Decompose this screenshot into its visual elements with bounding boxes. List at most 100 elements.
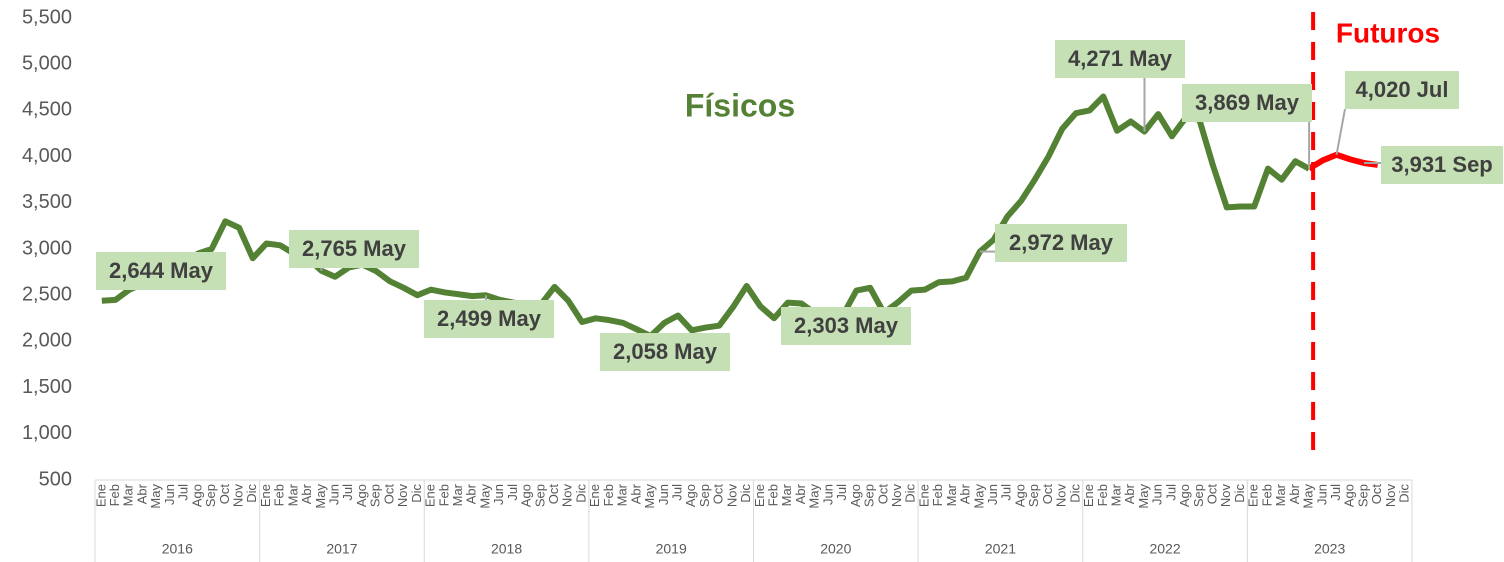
x-tick-label: Feb xyxy=(272,484,287,506)
x-tick-label: Abr xyxy=(464,483,479,504)
x-tick-label: Dic xyxy=(573,484,588,503)
x-tick-label: Jul xyxy=(1163,484,1178,501)
x-tick-label: Feb xyxy=(930,484,945,506)
annotation-box xyxy=(600,333,730,371)
x-tick-label: Mar xyxy=(450,483,465,506)
x-tick-label: Jun xyxy=(162,484,177,505)
x-tick-label: Dic xyxy=(903,484,918,503)
x-tick-label: Jul xyxy=(340,484,355,501)
annotation: 4,271 May xyxy=(1068,46,1173,71)
annotation-box xyxy=(1055,40,1185,78)
x-tick-label: Jun xyxy=(491,484,506,505)
annotation: 2,058 May xyxy=(613,339,718,364)
y-tick-label: 5,000 xyxy=(22,52,72,74)
x-tick-label: Mar xyxy=(121,483,136,506)
year-label: 2022 xyxy=(1149,541,1180,557)
x-tick-label: Sep xyxy=(1355,484,1370,507)
annotation-box xyxy=(424,300,554,338)
x-tick-label: Dic xyxy=(409,484,424,503)
year-label: 2020 xyxy=(820,541,851,557)
annotation: 2,765 May xyxy=(302,236,407,261)
x-tick-label: Ene xyxy=(752,484,767,507)
annotation-box xyxy=(1381,146,1503,184)
year-label: 2023 xyxy=(1314,541,1345,557)
annotation-box xyxy=(781,307,911,345)
x-tick-label: Ago xyxy=(354,484,369,507)
x-tick-label: Abr xyxy=(793,483,808,504)
annotation-box xyxy=(1345,71,1459,109)
x-tick-label: Jun xyxy=(1314,484,1329,505)
x-tick-label: Jun xyxy=(985,484,1000,505)
x-tick-label: Ago xyxy=(1012,484,1027,507)
series-label: Físicos xyxy=(685,87,795,123)
x-tick-label: Abr xyxy=(134,483,149,504)
x-tick-label: Nov xyxy=(560,484,575,508)
x-tick-label: May xyxy=(807,484,822,509)
x-tick-label: Feb xyxy=(1095,484,1110,506)
x-tick-label: Jul xyxy=(1328,484,1343,501)
x-tick-label: Jun xyxy=(327,484,342,505)
x-tick-label: Nov xyxy=(230,484,245,508)
x-tick-label: Sep xyxy=(1191,484,1206,507)
annotation-box xyxy=(96,252,226,290)
year-label: 2021 xyxy=(985,541,1016,557)
x-tick-label: Nov xyxy=(1383,484,1398,508)
x-tick-label: Nov xyxy=(395,484,410,508)
x-tick-label: Jul xyxy=(505,484,520,501)
line-series xyxy=(1307,151,1379,172)
x-tick-label: Oct xyxy=(1205,484,1220,505)
y-tick-label: 500 xyxy=(39,468,72,490)
x-tick-label: May xyxy=(1136,484,1151,509)
annotation: 3,869 May xyxy=(1195,90,1300,115)
x-tick-label: Ene xyxy=(1081,484,1096,507)
x-tick-label: Jun xyxy=(656,484,671,505)
x-tick-label: Ene xyxy=(1246,484,1261,507)
y-tick-label: 4,000 xyxy=(22,145,72,167)
x-tick-label: Jun xyxy=(1150,484,1165,505)
x-tick-label: Dic xyxy=(244,484,259,503)
leader-line xyxy=(1335,108,1346,155)
x-tick-label: Oct xyxy=(1369,484,1384,505)
y-tick-label: 3,000 xyxy=(22,237,72,259)
y-tick-label: 4,500 xyxy=(22,99,72,121)
x-tick-label: Ene xyxy=(423,484,438,507)
x-tick-label: Nov xyxy=(1218,484,1233,508)
year-label: 2016 xyxy=(162,541,193,557)
x-tick-label: Feb xyxy=(436,484,451,506)
x-tick-label: Nov xyxy=(724,484,739,508)
x-tick-label: May xyxy=(148,484,163,509)
x-tick-label: Dic xyxy=(738,484,753,503)
x-tick-label: Oct xyxy=(1040,484,1055,505)
x-tick-label: Abr xyxy=(1287,483,1302,504)
x-tick-label: Mar xyxy=(944,483,959,506)
x-tick-label: Oct xyxy=(381,484,396,505)
y-tick-label: 2,000 xyxy=(22,330,72,352)
x-tick-label: Ago xyxy=(683,484,698,507)
x-tick-label: Abr xyxy=(628,483,643,504)
x-tick-label: Nov xyxy=(1054,484,1069,508)
x-tick-label: Ene xyxy=(587,484,602,507)
series-label: Futuros xyxy=(1336,17,1440,48)
x-tick-label: Dic xyxy=(1232,484,1247,503)
annotation-box xyxy=(289,230,419,268)
x-tick-label: Abr xyxy=(299,483,314,504)
x-tick-label: Mar xyxy=(285,483,300,506)
x-tick-label: Feb xyxy=(766,484,781,506)
annotation-box xyxy=(995,224,1127,262)
x-tick-label: Feb xyxy=(1259,484,1274,506)
x-tick-label: Ago xyxy=(848,484,863,507)
x-tick-label: Jul xyxy=(176,484,191,501)
x-tick-label: Sep xyxy=(532,484,547,507)
y-tick-label: 5,500 xyxy=(22,6,72,28)
x-tick-label: Sep xyxy=(862,484,877,507)
x-tick-label: Abr xyxy=(958,483,973,504)
x-tick-label: Mar xyxy=(1108,483,1123,506)
annotation: 4,020 Jul xyxy=(1356,77,1449,102)
year-label: 2018 xyxy=(491,541,522,557)
x-tick-label: Jul xyxy=(669,484,684,501)
annotation: 3,931 Sep xyxy=(1391,152,1493,177)
x-tick-label: Nov xyxy=(889,484,904,508)
x-tick-label: Oct xyxy=(546,484,561,505)
x-tick-label: Mar xyxy=(779,483,794,506)
